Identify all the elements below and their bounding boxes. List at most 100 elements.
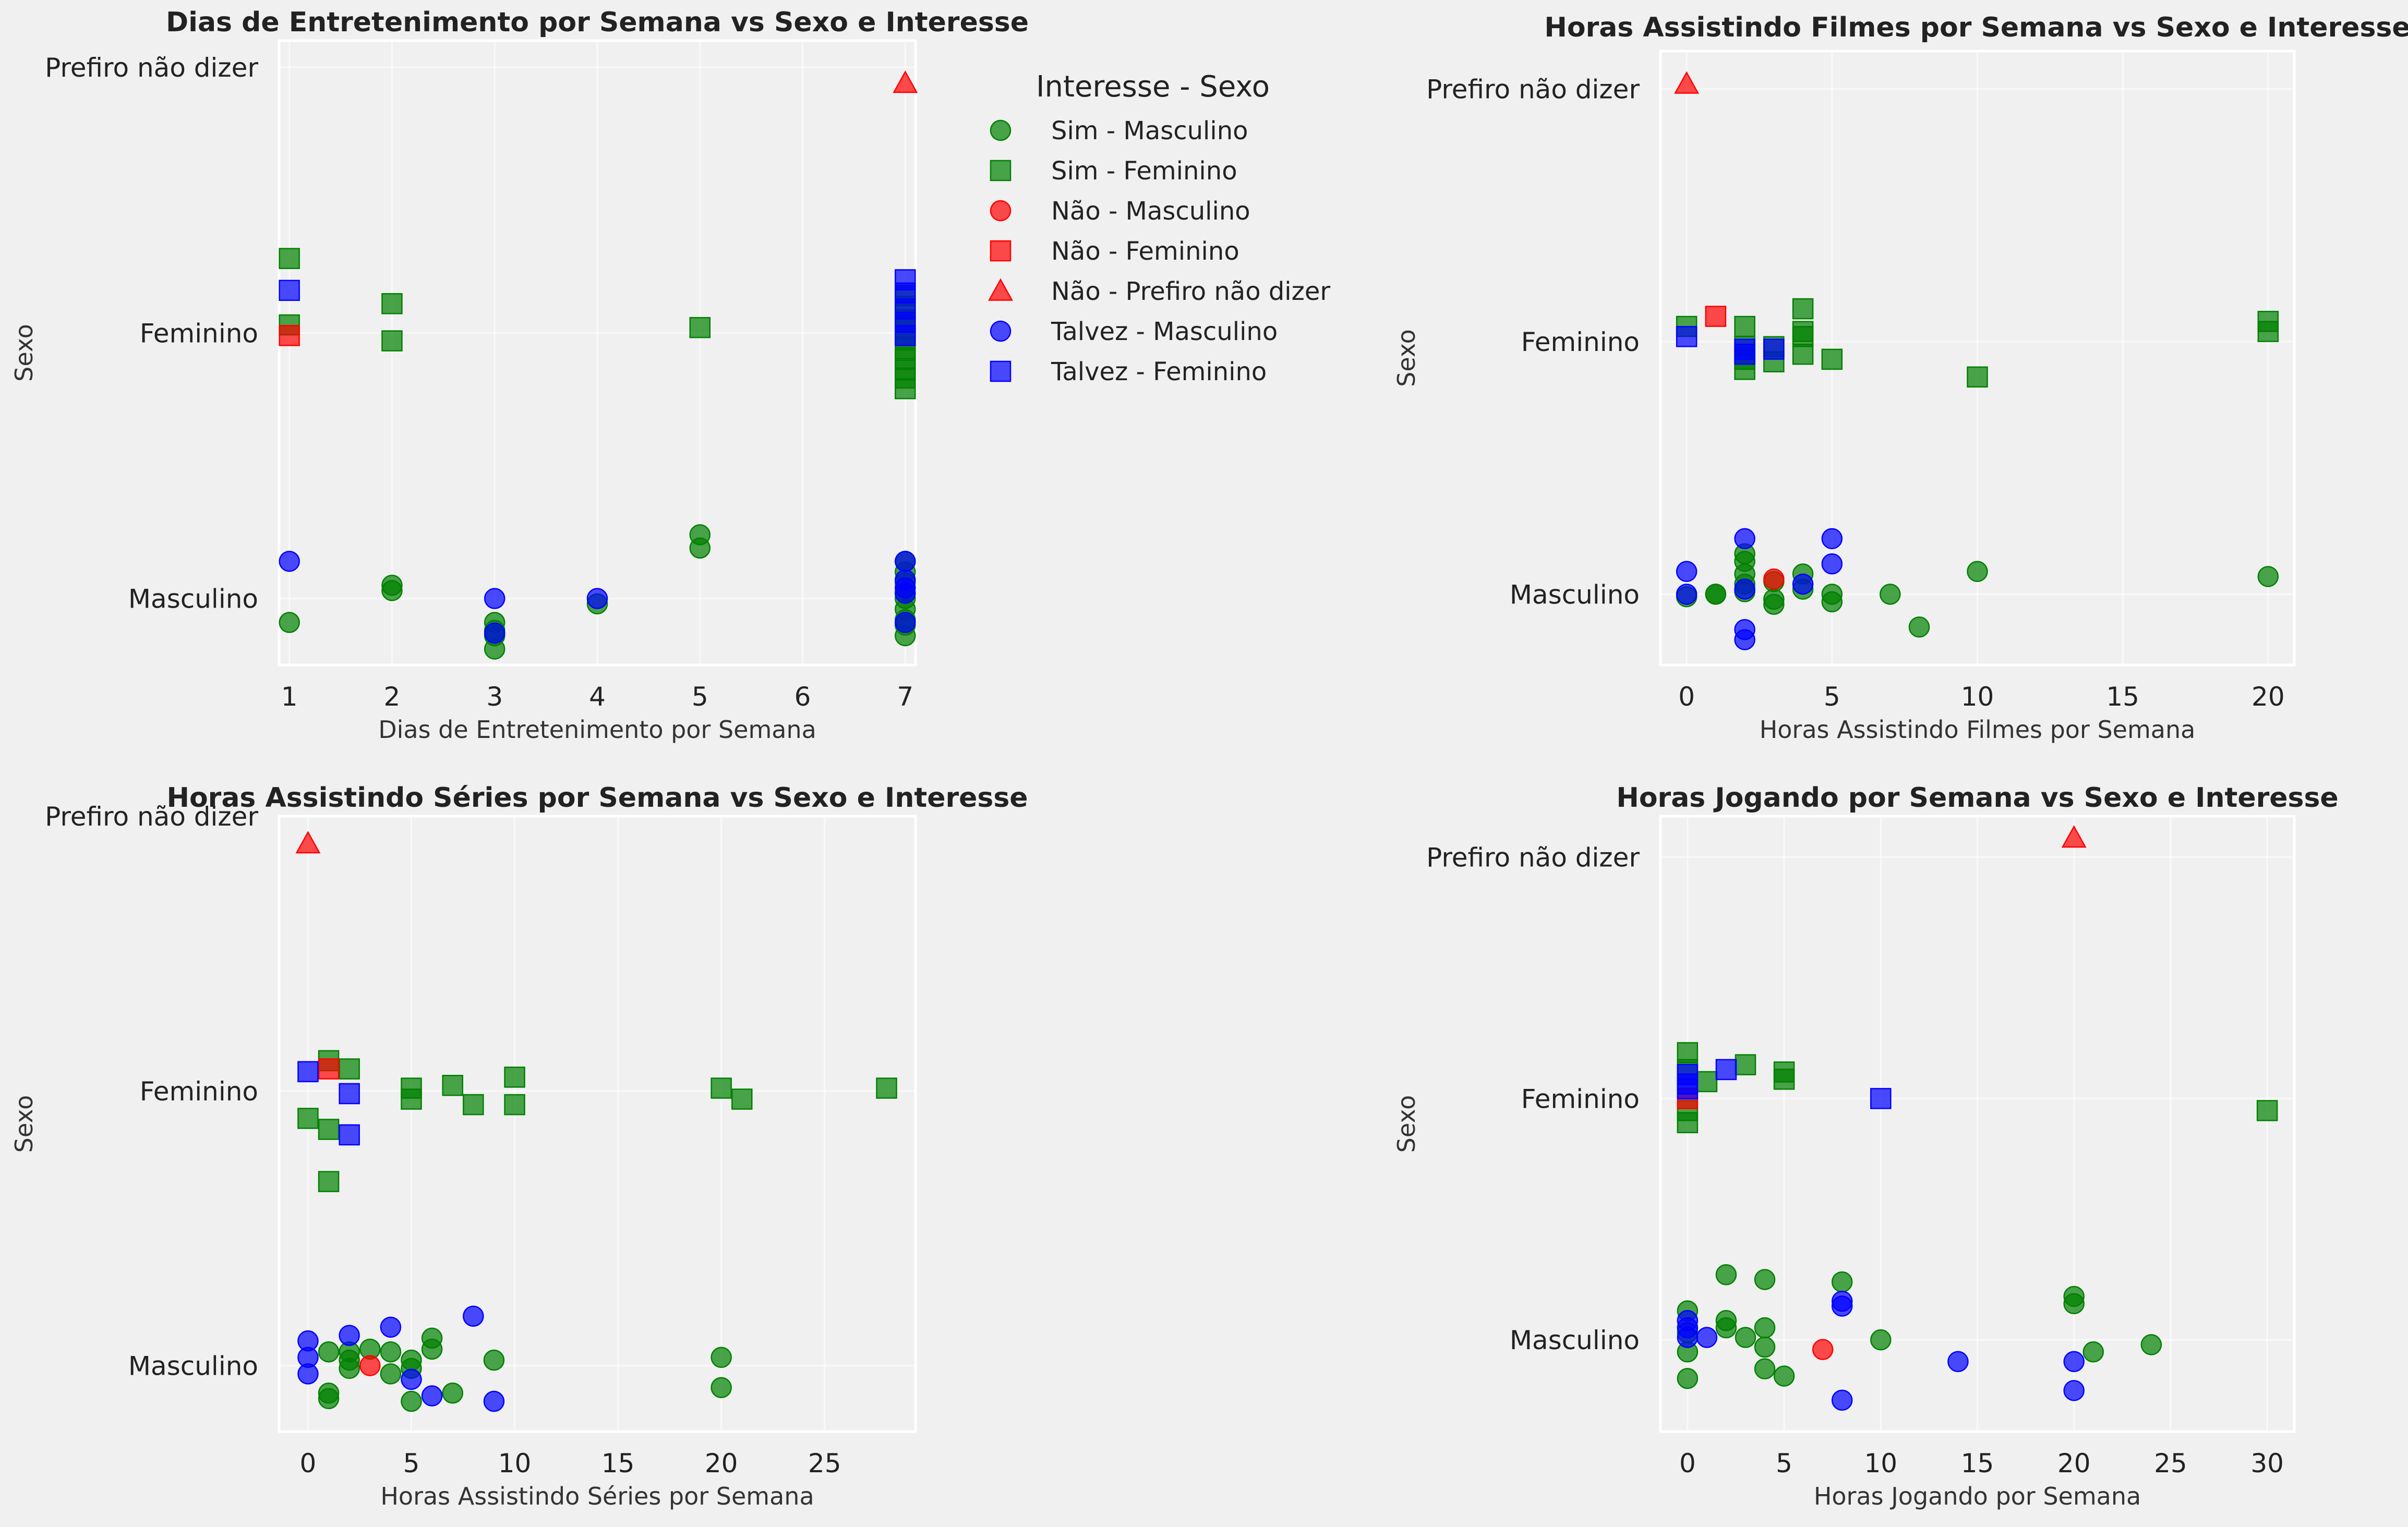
chart-title: Horas Assistindo Filmes por Semana vs Se… — [1544, 12, 2408, 43]
data-point — [1734, 629, 1755, 650]
data-point — [1792, 343, 1814, 365]
x-tick-label: 5 — [403, 1448, 420, 1478]
data-point — [1715, 1317, 1737, 1339]
data-point — [297, 1061, 319, 1083]
data-point — [2257, 566, 2279, 587]
y-axis-label: Sexo — [10, 1095, 38, 1153]
data-point — [1821, 591, 1843, 613]
legend-entries: Sim - Masculino Sim - Feminino Não - Mascu… — [988, 116, 1330, 386]
data-point — [895, 583, 916, 604]
x-tick-label: 15 — [601, 1448, 635, 1478]
data-point — [339, 1325, 360, 1346]
series-n-o-feminino — [318, 1058, 340, 1080]
data-point — [504, 1067, 525, 1088]
data-point — [381, 580, 403, 601]
series-n-o-prefiro-n-o-dizer — [2061, 825, 2087, 848]
legend-marker — [990, 119, 1012, 141]
legend-title: Interesse - Sexo — [1036, 70, 1270, 104]
x-axis-label: Horas Assistindo Séries por Semana — [380, 1482, 814, 1510]
data-point — [2082, 1341, 2104, 1363]
series-n-o-feminino — [1705, 306, 1727, 327]
x-tick-label: 5 — [1776, 1448, 1792, 1478]
data-point — [318, 1388, 340, 1410]
data-point — [1676, 561, 1697, 583]
data-point — [421, 1385, 443, 1407]
y-tick-label: Masculino — [1510, 1325, 1640, 1355]
y-axis-label: Sexo — [1392, 1095, 1420, 1153]
data-point — [2063, 1351, 2085, 1373]
data-point — [1735, 1327, 1756, 1348]
series-talvez-feminino — [297, 1061, 360, 1146]
legend-marker — [988, 278, 1013, 301]
chart-title: Dias de Entretenimento por Semana vs Sex… — [166, 7, 1029, 38]
x-tick-label: 25 — [2154, 1448, 2187, 1478]
data-point — [1763, 593, 1785, 615]
data-point — [895, 378, 916, 399]
data-point — [484, 622, 505, 644]
legend-marker — [990, 160, 1012, 181]
x-tick-label: 15 — [2106, 682, 2139, 712]
data-point — [380, 1363, 402, 1385]
series-talvez-masculino — [1676, 528, 1843, 650]
data-point — [1947, 1351, 1969, 1373]
chart-panel-3: 0 5 10 15 20 25 Masculino Feminino Prefiro não d… — [10, 782, 1028, 1510]
y-tick-label: Feminino — [1521, 327, 1640, 357]
data-point — [586, 588, 608, 609]
series-talvez-masculino — [1677, 1290, 2085, 1411]
x-tick-label: 6 — [794, 682, 811, 712]
data-point — [1754, 1336, 1776, 1358]
y-tick-label: Masculino — [128, 584, 258, 614]
data-point — [318, 1119, 340, 1140]
legend-marker — [990, 240, 1012, 262]
data-point — [318, 1341, 340, 1363]
data-point — [1676, 584, 1697, 605]
data-point — [1792, 298, 1814, 320]
data-point — [483, 1390, 505, 1412]
x-tick-label: 10 — [1864, 1448, 1897, 1478]
data-point — [1677, 1078, 1699, 1100]
x-tick-label: 2 — [384, 682, 401, 712]
y-tick-label: Feminino — [1521, 1084, 1640, 1114]
data-point — [1754, 1317, 1776, 1339]
data-point — [1715, 1059, 1737, 1081]
legend-marker — [990, 320, 1012, 342]
series-talvez-feminino — [1676, 326, 1785, 365]
data-point — [711, 1347, 732, 1368]
data-point — [1715, 1264, 1737, 1286]
x-tick-label: 0 — [300, 1448, 317, 1478]
x-tick-label: 4 — [589, 682, 606, 712]
data-point — [1696, 1327, 1718, 1348]
series-n-o-masculino — [1763, 568, 1785, 590]
y-tick-label: Prefiro não dizer — [1426, 843, 1640, 873]
x-tick-label: 30 — [2250, 1448, 2284, 1478]
data-point — [442, 1383, 463, 1404]
data-point — [1870, 1329, 1892, 1351]
chart-title: Horas Assistindo Séries por Semana vs Se… — [166, 782, 1028, 814]
data-point — [1754, 1358, 1776, 1379]
data-point — [339, 1124, 360, 1146]
legend-marker — [990, 200, 1012, 222]
data-point — [380, 1316, 402, 1338]
data-point — [2140, 1334, 2162, 1355]
x-tick-label: 1 — [281, 682, 298, 712]
data-point — [1705, 306, 1727, 327]
x-tick-label: 10 — [1961, 682, 1994, 712]
data-point — [381, 330, 403, 352]
data-point — [504, 1094, 525, 1116]
chart-panel-2: 0 5 10 15 20 Masculino Feminino Prefiro não diz… — [1392, 12, 2408, 744]
x-tick-label: 10 — [498, 1448, 532, 1478]
data-point — [279, 248, 300, 269]
data-point — [401, 1390, 422, 1412]
data-point — [463, 1094, 484, 1116]
data-point — [895, 551, 916, 572]
data-point — [1674, 71, 1700, 94]
y-axis-label: Sexo — [1392, 329, 1420, 387]
data-point — [2063, 1380, 2085, 1401]
series-sim-feminino — [1676, 298, 2279, 388]
data-point — [1763, 568, 1785, 590]
data-point — [1735, 1054, 1756, 1075]
data-point — [895, 612, 916, 633]
data-point — [2257, 321, 2279, 342]
x-tick-label: 3 — [486, 682, 503, 712]
data-point — [1773, 1069, 1795, 1090]
